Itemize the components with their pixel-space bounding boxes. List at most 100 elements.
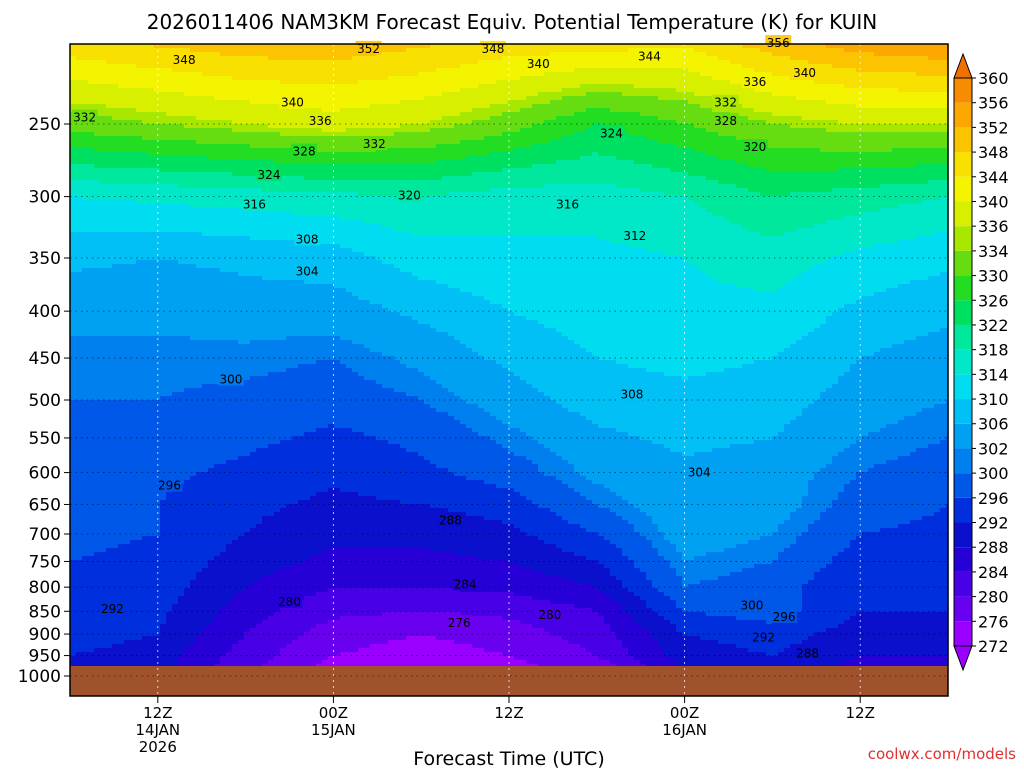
field-cell <box>712 48 719 53</box>
field-cell <box>664 84 671 89</box>
field-cell <box>274 48 281 53</box>
field-cell <box>886 88 893 93</box>
field-cell <box>256 144 263 149</box>
field-cell <box>502 140 509 145</box>
field-cell <box>916 128 923 133</box>
field-cell <box>646 84 653 89</box>
field-cell <box>406 140 413 145</box>
field-cell <box>214 136 221 141</box>
field-cell <box>784 52 791 57</box>
field-cell <box>742 160 749 165</box>
field-cell <box>640 72 647 77</box>
field-cell <box>688 48 695 53</box>
field-cell <box>322 160 329 165</box>
field-cell <box>592 172 599 177</box>
field-cell <box>274 64 281 69</box>
field-cell <box>466 44 473 49</box>
field-cell <box>844 136 851 141</box>
field-cell <box>574 96 581 101</box>
field-cell <box>472 48 479 53</box>
field-cell <box>382 72 389 77</box>
field-cell <box>568 68 575 73</box>
field-cell <box>154 148 161 153</box>
field-cell <box>334 176 341 181</box>
field-cell <box>100 56 107 61</box>
field-cell <box>256 88 263 93</box>
field-cell <box>208 140 215 145</box>
field-cell <box>382 92 389 97</box>
field-cell <box>622 124 629 129</box>
field-cell <box>940 108 947 113</box>
field-cell <box>598 116 605 121</box>
field-cell <box>172 80 179 85</box>
field-cell <box>676 132 683 137</box>
field-cell <box>706 144 713 149</box>
field-cell <box>538 136 545 141</box>
field-cell <box>130 104 137 109</box>
field-cell <box>286 144 293 149</box>
field-cell <box>412 128 419 133</box>
field-cell <box>796 108 803 113</box>
field-cell <box>268 160 275 165</box>
field-cell <box>250 64 257 69</box>
field-cell <box>238 48 245 53</box>
field-cell <box>106 144 113 149</box>
field-cell <box>760 176 767 181</box>
field-cell <box>280 168 287 173</box>
field-cell <box>652 120 659 125</box>
field-cell <box>478 148 485 153</box>
field-cell <box>190 108 197 113</box>
field-cell <box>238 128 245 133</box>
field-cell <box>634 92 641 97</box>
field-cell <box>340 104 347 109</box>
field-cell <box>700 80 707 85</box>
field-cell <box>430 172 437 177</box>
field-cell <box>898 64 905 69</box>
field-cell <box>310 44 317 49</box>
field-cell <box>790 52 797 57</box>
field-cell <box>676 112 683 117</box>
field-cell <box>568 84 575 89</box>
field-cell <box>664 108 671 113</box>
field-cell <box>358 84 365 89</box>
field-cell <box>934 48 941 53</box>
field-cell <box>568 76 575 81</box>
field-cell <box>478 96 485 101</box>
field-cell <box>160 92 167 97</box>
field-cell <box>394 68 401 73</box>
field-cell <box>898 136 905 141</box>
field-cell <box>544 124 551 129</box>
field-cell <box>70 148 77 153</box>
field-cell <box>682 64 689 69</box>
field-cell <box>208 56 215 61</box>
field-cell <box>448 80 455 85</box>
field-cell <box>436 76 443 81</box>
field-cell <box>838 108 845 113</box>
field-cell <box>124 88 131 93</box>
field-cell <box>706 52 713 57</box>
field-cell <box>376 108 383 113</box>
field-cell <box>232 76 239 81</box>
field-cell <box>454 176 461 181</box>
field-cell <box>928 100 935 105</box>
field-cell <box>916 44 923 49</box>
field-cell <box>424 112 431 117</box>
field-cell <box>238 124 245 129</box>
field-cell <box>136 44 143 49</box>
field-cell <box>586 116 593 121</box>
field-cell <box>202 96 209 101</box>
field-cell <box>346 72 353 77</box>
field-cell <box>784 152 791 157</box>
field-cell <box>592 44 599 49</box>
field-cell <box>700 144 707 149</box>
field-cell <box>790 164 797 169</box>
field-cell <box>214 56 221 61</box>
field-cell <box>358 104 365 109</box>
field-cell <box>88 148 95 153</box>
field-cell <box>598 140 605 145</box>
field-cell <box>460 48 467 53</box>
field-cell <box>646 176 653 181</box>
field-cell <box>922 104 929 109</box>
field-cell <box>256 100 263 105</box>
field-cell <box>412 60 419 65</box>
